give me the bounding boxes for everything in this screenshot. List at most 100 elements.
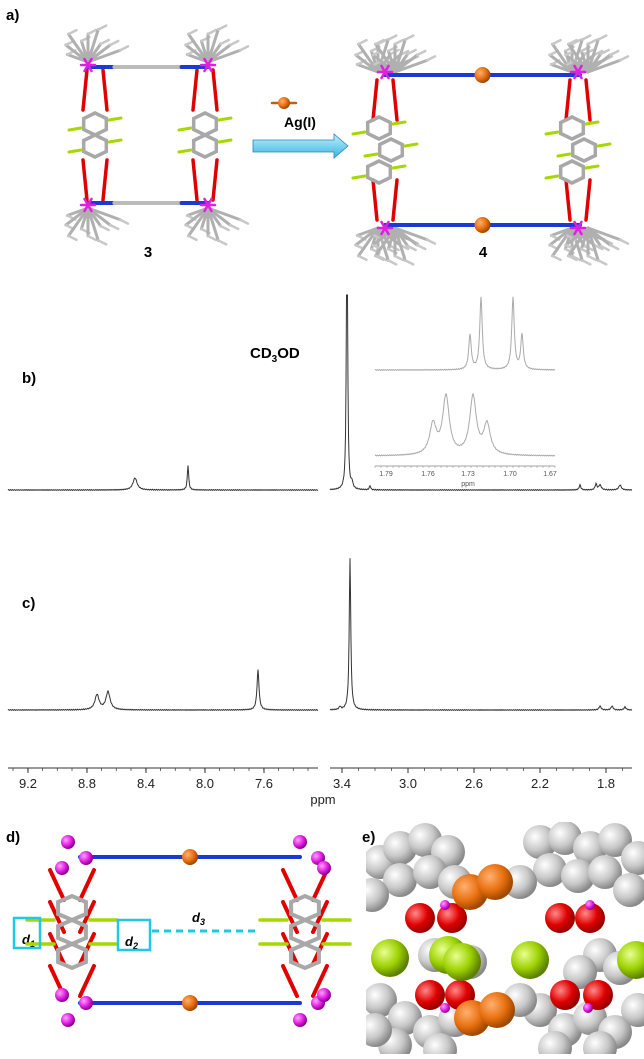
ligand-bond — [388, 36, 396, 40]
axis-unit: ppm — [310, 792, 335, 807]
ligand-bond — [620, 240, 628, 244]
ligand-bond — [427, 240, 435, 244]
oxygen-bond — [373, 180, 377, 220]
ligand-bond — [120, 220, 128, 224]
oxygen-bond — [83, 70, 87, 110]
fluorine-bond — [558, 154, 570, 156]
inset-tick-label: 1.70 — [503, 471, 517, 478]
silver-atom — [475, 217, 491, 233]
page: a) Ag(I) 3 4 b) CD3OD ppm c) ppm d) e) d… — [0, 0, 644, 1054]
oxygen-bond — [213, 160, 217, 200]
oxygen-bond — [193, 70, 197, 110]
ligand-bond — [358, 256, 366, 260]
panel-label: c) — [22, 595, 35, 612]
metal-atom — [317, 861, 331, 875]
ligand-bond — [240, 46, 248, 50]
oxygen-bond — [586, 180, 590, 220]
ligand-bond — [68, 30, 76, 34]
hydrogen-carbon-atom — [533, 853, 567, 887]
reaction-arrow — [253, 134, 348, 158]
spectrum-trace — [375, 297, 555, 371]
ligand-bond — [221, 226, 229, 230]
oxygen-bond — [283, 870, 297, 900]
axis-tick-label: 1.8 — [597, 776, 615, 791]
oxygen-bond — [103, 70, 107, 110]
oxygen-bond — [193, 160, 197, 200]
ligand-bond — [218, 240, 226, 244]
ligand-bond — [405, 260, 413, 264]
fluorine-bond — [109, 140, 121, 142]
axis-tick-label: 2.6 — [465, 776, 483, 791]
ligand-bond — [208, 236, 216, 240]
ligand-bond — [620, 56, 628, 60]
fluorine-atom — [443, 943, 481, 981]
oxygen-bond — [213, 70, 217, 110]
aromatic-ring — [573, 139, 596, 161]
oxygen-bond — [373, 80, 377, 120]
metal-atom — [585, 900, 595, 910]
silver-atom — [475, 67, 491, 83]
metal-atom — [55, 861, 69, 875]
aromatic-ring — [84, 113, 107, 135]
axis-tick-label: 3.0 — [399, 776, 417, 791]
oxygen-bond — [393, 80, 397, 120]
distance-label: d2 — [125, 934, 138, 951]
silver-atom — [477, 864, 513, 900]
distance-label: d1 — [22, 932, 35, 949]
fluorine-atom — [371, 939, 409, 977]
fluorine-bond — [219, 118, 231, 120]
fluorine-bond — [586, 166, 598, 168]
silver-atom — [182, 995, 198, 1011]
ligand-bond — [208, 30, 216, 34]
metal-atom — [317, 988, 331, 1002]
oxygen-atom — [550, 980, 580, 1010]
oxygen-bond — [83, 160, 87, 200]
oxygen-atom — [415, 980, 445, 1010]
silver-symbol — [278, 97, 290, 109]
ligand-bond — [240, 220, 248, 224]
aromatic-ring — [194, 113, 217, 135]
ligand-bond — [395, 40, 403, 44]
spectrum-trace — [8, 670, 318, 711]
inset-tick-label: 1.76 — [421, 471, 435, 478]
ligand-bond — [588, 40, 596, 44]
ligand-bond — [88, 236, 96, 240]
ligand-bond — [88, 30, 96, 34]
solvent-text: OD — [277, 345, 300, 362]
fluorine-bond — [109, 118, 121, 120]
fluorine-bond — [353, 132, 365, 134]
panel-label: b) — [22, 370, 36, 387]
metal-atom — [440, 1003, 450, 1013]
fluorine-bond — [353, 176, 365, 178]
ligand-bond — [417, 245, 425, 249]
distance-label: d3 — [192, 910, 205, 927]
oxygen-bond — [103, 160, 107, 200]
compound-number: 3 — [144, 244, 152, 261]
panel-label: a) — [6, 7, 19, 24]
aromatic-ring — [368, 161, 391, 183]
ligand-bond — [120, 46, 128, 50]
ligand-bond — [582, 36, 590, 40]
metal-atom — [293, 835, 307, 849]
metal-atom — [440, 900, 450, 910]
ligand-bond — [101, 40, 109, 44]
fluorine-bond — [179, 150, 191, 152]
oxygen-bond — [586, 80, 590, 120]
silver-atom — [479, 992, 515, 1028]
metal-atom — [583, 1003, 593, 1013]
inset-tick-label: 1.73 — [461, 471, 475, 478]
panel-label: d) — [6, 829, 20, 846]
inset-tick-label: 1.79 — [379, 471, 393, 478]
axis-tick-label: 2.2 — [531, 776, 549, 791]
axis-tick-label: 7.6 — [255, 776, 273, 791]
aromatic-ring — [561, 117, 584, 139]
oxygen-atom — [405, 903, 435, 933]
fluorine-bond — [219, 140, 231, 142]
axis-tick-label: 8.0 — [196, 776, 214, 791]
hydrogen-carbon-atom — [358, 1013, 392, 1047]
fluorine-bond — [546, 176, 558, 178]
ligand-bond — [598, 260, 606, 264]
ligand-bond — [218, 26, 226, 30]
fluorine-bond — [393, 166, 405, 168]
axis-tick-label: 8.8 — [78, 776, 96, 791]
